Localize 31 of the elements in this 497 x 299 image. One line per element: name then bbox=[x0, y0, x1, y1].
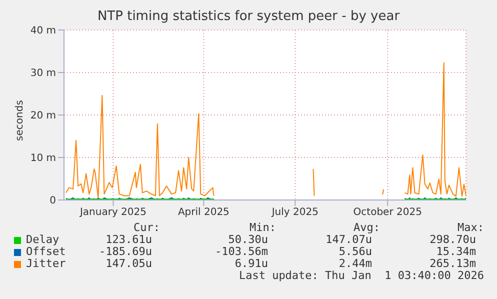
text: 50.30u bbox=[228, 233, 268, 246]
text: Last update: Thu Jan 1 03:40:00 2026 bbox=[238, 269, 484, 282]
text: 147.05u bbox=[106, 257, 152, 270]
x-tick-label: April 2025 bbox=[178, 207, 230, 218]
text: 2.44m bbox=[338, 257, 372, 270]
text: 123.61u bbox=[106, 233, 152, 246]
y-tick-label: 0 bbox=[50, 196, 56, 207]
y-tick-label: 20 m bbox=[30, 110, 56, 122]
text: 6.91u bbox=[234, 257, 268, 270]
y-axis-title: seconds bbox=[14, 99, 26, 143]
text: Max: bbox=[458, 221, 484, 234]
text: Cur: bbox=[134, 221, 160, 234]
chart-title: NTP timing statistics for system peer - by year bbox=[96, 9, 401, 24]
legend-label: Delay bbox=[26, 233, 60, 246]
legend-label: Offset bbox=[26, 245, 66, 258]
x-tick-label: October 2025 bbox=[353, 207, 422, 218]
y-tick-label: 40 m bbox=[30, 26, 56, 37]
text: Min: bbox=[250, 221, 276, 234]
y-tick-label: 30 m bbox=[30, 68, 56, 80]
text: -103.56m bbox=[215, 245, 268, 258]
text: 147.07u bbox=[326, 233, 372, 246]
x-tick-label: July 2025 bbox=[270, 207, 318, 218]
x-tick-label: January 2025 bbox=[78, 207, 147, 218]
text: 298.70u bbox=[430, 233, 476, 246]
text: 5.56u bbox=[338, 245, 372, 258]
y-tick-label: 10 m bbox=[30, 153, 56, 164]
text: 265.13m bbox=[430, 257, 476, 270]
text: Avg: bbox=[354, 221, 380, 234]
text: 15.34m bbox=[436, 245, 476, 258]
text: -185.69u bbox=[99, 245, 152, 258]
legend-label: Jitter bbox=[26, 257, 66, 270]
